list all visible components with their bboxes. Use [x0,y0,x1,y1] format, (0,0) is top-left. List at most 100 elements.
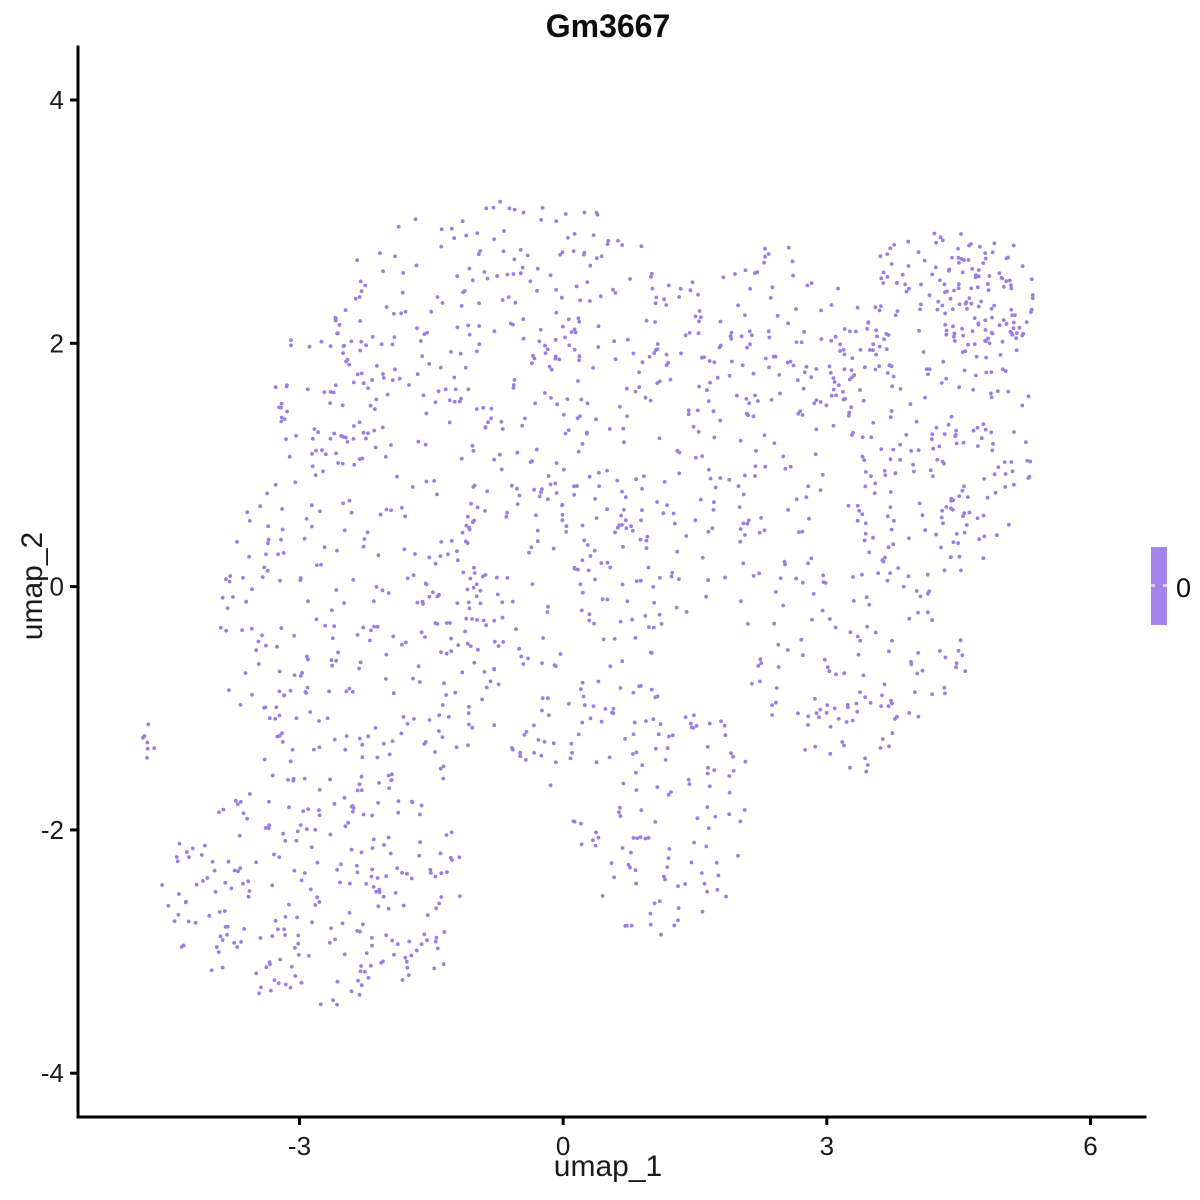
data-point [860,572,864,577]
data-point [439,650,443,655]
data-point [926,591,930,596]
data-point [471,485,476,489]
data-point [922,258,927,263]
data-point [944,328,949,333]
data-point [618,814,623,818]
data-point [975,516,980,521]
data-point [305,685,310,690]
data-point [878,746,883,750]
data-point [526,656,530,661]
data-point [846,503,851,508]
data-point [883,473,888,478]
data-point [961,333,966,338]
data-point [582,538,587,543]
data-point [572,484,576,489]
data-point [624,923,629,928]
data-point [1001,285,1006,289]
data-point [951,540,956,545]
data-point [949,499,954,503]
data-point [674,605,679,610]
data-point [370,936,374,940]
data-point [741,492,746,497]
data-point [539,218,543,222]
data-point [569,330,574,334]
data-point [841,348,846,352]
data-point [413,552,417,556]
data-point [361,544,366,549]
data-point [662,874,666,879]
data-point [634,881,639,886]
data-point [246,879,251,884]
data-point [796,711,800,716]
data-point [727,477,732,482]
data-point [387,752,392,757]
data-point [231,595,235,599]
data-point [907,536,911,541]
data-point [568,756,573,761]
data-point [520,265,525,270]
data-point [960,326,964,331]
data-point [596,324,601,329]
data-point [640,508,644,513]
data-point [560,518,565,522]
data-point [705,745,710,749]
data-point [403,309,408,314]
data-point [962,484,966,489]
data-point [836,383,841,387]
data-point [310,920,314,925]
data-point [233,798,238,803]
data-point [960,653,965,658]
data-point [833,334,838,339]
data-point [762,528,767,533]
data-point [696,292,700,297]
data-point [441,764,446,769]
data-point [714,860,719,865]
data-point [277,713,282,718]
data-point [334,658,339,663]
data-point [617,523,622,527]
data-point [141,735,145,740]
data-point [260,633,264,638]
data-point [366,976,371,980]
data-point [850,718,855,723]
data-point [456,643,461,647]
data-point [762,433,767,438]
data-point [344,734,349,738]
data-point [495,274,499,278]
data-point [594,210,599,215]
data-point [396,810,401,815]
data-point [540,487,544,491]
data-point [492,723,497,728]
data-point [564,529,569,534]
x-tick-label: 3 [820,1131,834,1161]
data-point [1012,482,1016,487]
data-point [302,536,307,541]
data-point [886,333,891,337]
data-point [888,490,893,494]
data-point [467,722,471,727]
data-point [548,783,553,788]
data-point [654,295,659,300]
data-point [748,342,752,347]
data-point [751,574,756,578]
data-point [371,885,376,889]
data-point [708,476,713,481]
data-point [698,497,703,502]
data-point [258,504,263,509]
data-point [774,590,778,594]
data-point [324,452,328,457]
data-point [804,364,809,369]
data-point [585,430,589,435]
data-point [676,906,681,910]
data-point [466,743,470,748]
data-point [867,602,872,607]
data-point [672,521,677,526]
data-point [347,498,352,503]
data-point [888,571,892,575]
data-point [618,805,622,810]
data-point [370,867,375,872]
data-point [746,622,750,626]
data-point [940,508,944,513]
data-point [475,505,480,510]
data-point [439,871,444,876]
